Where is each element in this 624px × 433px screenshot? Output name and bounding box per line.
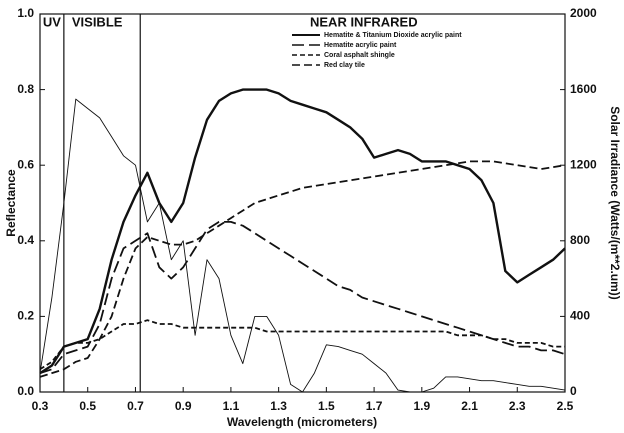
x-tick-label: 0.7 [127, 399, 144, 413]
series-line [39, 98, 566, 393]
y-tick-label: 0.6 [17, 157, 34, 171]
region-label: VISIBLE [72, 14, 123, 29]
legend-label: Hematite acrylic paint [324, 42, 397, 49]
y-tick-label: 0.4 [17, 233, 34, 247]
y-tick-label: 1.0 [17, 6, 34, 20]
y2-tick-label: 800 [570, 233, 590, 247]
x-tick-label: 2.3 [509, 399, 526, 413]
y2-tick-label: 0 [570, 384, 577, 398]
x-tick-label: 1.7 [366, 399, 383, 413]
x-tick-label: 0.3 [32, 399, 49, 413]
series-line [39, 160, 566, 378]
y2-axis-label: Solar Irradiance (Watts/(m**2.um)) [608, 106, 622, 300]
x-tick-label: 2.5 [557, 399, 574, 413]
y2-tick-label: 1200 [570, 157, 597, 171]
x-tick-label: 1.5 [318, 399, 335, 413]
series-line [39, 319, 565, 371]
x-tick-label: 2.1 [461, 399, 478, 413]
x-tick-label: 1.3 [270, 399, 287, 413]
y2-tick-label: 2000 [570, 6, 597, 20]
x-tick-label: 1.9 [413, 399, 430, 413]
legend-label: Hematite & Titanium Dioxide acrylic pain… [324, 32, 462, 39]
plot-frame [39, 13, 566, 393]
y2-tick-label: 400 [570, 309, 590, 323]
x-axis-label: Wavelength (micrometers) [227, 415, 377, 429]
x-tick-label: 1.1 [223, 399, 240, 413]
region-label: UV [43, 14, 61, 29]
series-line [39, 221, 566, 374]
y-axis-label: Reflectance [4, 169, 18, 237]
y-tick-label: 0.0 [17, 384, 34, 398]
y-tick-label: 0.2 [17, 309, 34, 323]
y2-tick-label: 1600 [570, 82, 597, 96]
region-label: NEAR INFRARED [310, 14, 418, 29]
legend-label: Red clay tile [324, 62, 365, 69]
y-tick-label: 0.8 [17, 82, 34, 96]
x-tick-label: 0.9 [175, 399, 192, 413]
legend-label: Coral asphalt shingle [324, 52, 395, 59]
x-tick-label: 0.5 [79, 399, 96, 413]
series-line [39, 88, 566, 375]
